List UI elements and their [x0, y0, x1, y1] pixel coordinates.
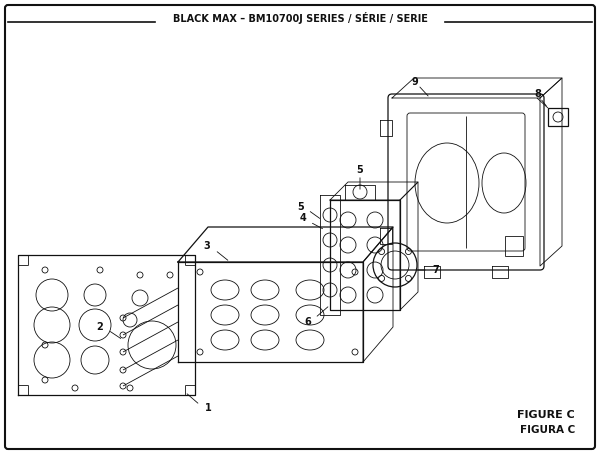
Text: 9: 9 [412, 77, 418, 87]
Text: 8: 8 [535, 89, 541, 99]
Text: 4: 4 [299, 213, 306, 223]
Text: 5: 5 [297, 202, 304, 212]
Bar [505, 236, 523, 256]
Text: 6: 6 [304, 317, 311, 327]
Text: FIGURA C: FIGURA C [520, 425, 575, 435]
Text: 7: 7 [432, 265, 439, 275]
Text: 5: 5 [356, 165, 364, 175]
Text: BLACK MAX – BM10700J SERIES / SÉRIE / SERIE: BLACK MAX – BM10700J SERIES / SÉRIE / SE… [173, 12, 427, 24]
Text: 1: 1 [205, 403, 212, 413]
Text: 3: 3 [203, 241, 210, 251]
Text: FIGURE C: FIGURE C [517, 410, 575, 420]
Text: 2: 2 [96, 322, 103, 332]
Bar [548, 108, 568, 126]
